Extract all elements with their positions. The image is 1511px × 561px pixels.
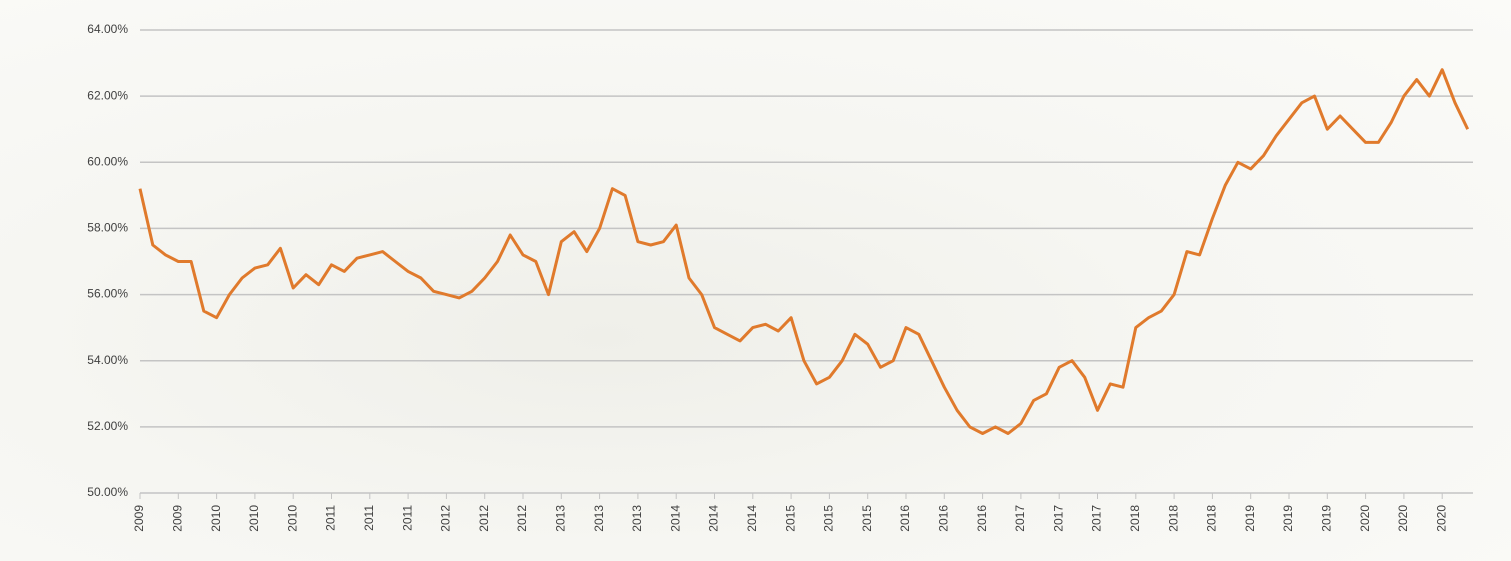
y-tick-label: 64.00% bbox=[87, 22, 128, 36]
x-tick-label: 2019 bbox=[1281, 505, 1295, 532]
x-tick-label: 2018 bbox=[1166, 505, 1180, 532]
chart: 50.00% 52.00% 54.00% 56.00% 58.00% 60.00% 62.0… bbox=[0, 0, 1511, 561]
x-tick-label: 2019 bbox=[1243, 505, 1257, 532]
x-tick-label: 2012 bbox=[439, 505, 453, 532]
x-tick-label: 2014 bbox=[707, 505, 721, 532]
x-tick-label: 2011 bbox=[400, 505, 414, 531]
x-tick-label: 2016 bbox=[936, 505, 950, 532]
y-tick-label: 56.00% bbox=[87, 287, 128, 301]
x-tick-label: 2017 bbox=[1090, 505, 1104, 532]
y-tick-label: 60.00% bbox=[87, 154, 128, 168]
x-tick-label: 2010 bbox=[209, 505, 223, 532]
y-tick-label: 54.00% bbox=[87, 353, 128, 367]
x-tick-label: 2012 bbox=[515, 505, 529, 532]
x-tick-label: 2012 bbox=[477, 505, 491, 532]
x-tick-label: 2018 bbox=[1128, 505, 1142, 532]
x-tick-label: 2018 bbox=[1205, 505, 1219, 532]
x-tick-label: 2013 bbox=[592, 505, 606, 532]
x-tick-label: 2010 bbox=[285, 505, 299, 532]
x-tick-label: 2011 bbox=[362, 505, 376, 531]
y-tick-label: 50.00% bbox=[87, 485, 128, 499]
y-tick-label: 62.00% bbox=[87, 88, 128, 102]
x-tick-label: 2020 bbox=[1396, 505, 1410, 532]
y-tick-label: 58.00% bbox=[87, 221, 128, 235]
x-tick-label: 2019 bbox=[1319, 505, 1333, 532]
y-tick-label: 52.00% bbox=[87, 419, 128, 433]
line bbox=[140, 70, 1468, 434]
x-tick-label: 2015 bbox=[822, 505, 836, 532]
x-tick-label: 2010 bbox=[247, 505, 261, 532]
x-tick-label: 2016 bbox=[975, 505, 989, 532]
x-tick-label: 2020 bbox=[1434, 505, 1448, 532]
x-tick-label: 2009 bbox=[132, 505, 146, 532]
x-tick-label: 2014 bbox=[668, 505, 682, 532]
x-tick-label: 2011 bbox=[324, 505, 338, 531]
x-tick-label: 2015 bbox=[860, 505, 874, 532]
x-tick-label: 2017 bbox=[1051, 505, 1065, 532]
x-tick-label: 2013 bbox=[630, 505, 644, 532]
x-tick-label: 2017 bbox=[1013, 505, 1027, 532]
x-tick-label: 2013 bbox=[553, 505, 567, 532]
x-tick-label: 2014 bbox=[745, 505, 759, 532]
x-tick-label: 2009 bbox=[170, 505, 184, 532]
x-tick-label: 2020 bbox=[1358, 505, 1372, 532]
x-tick-label: 2016 bbox=[898, 505, 912, 532]
x-tick-label: 2015 bbox=[783, 505, 797, 532]
page: 50.00% 52.00% 54.00% 56.00% 58.00% 60.00% 62.0… bbox=[0, 0, 1511, 561]
